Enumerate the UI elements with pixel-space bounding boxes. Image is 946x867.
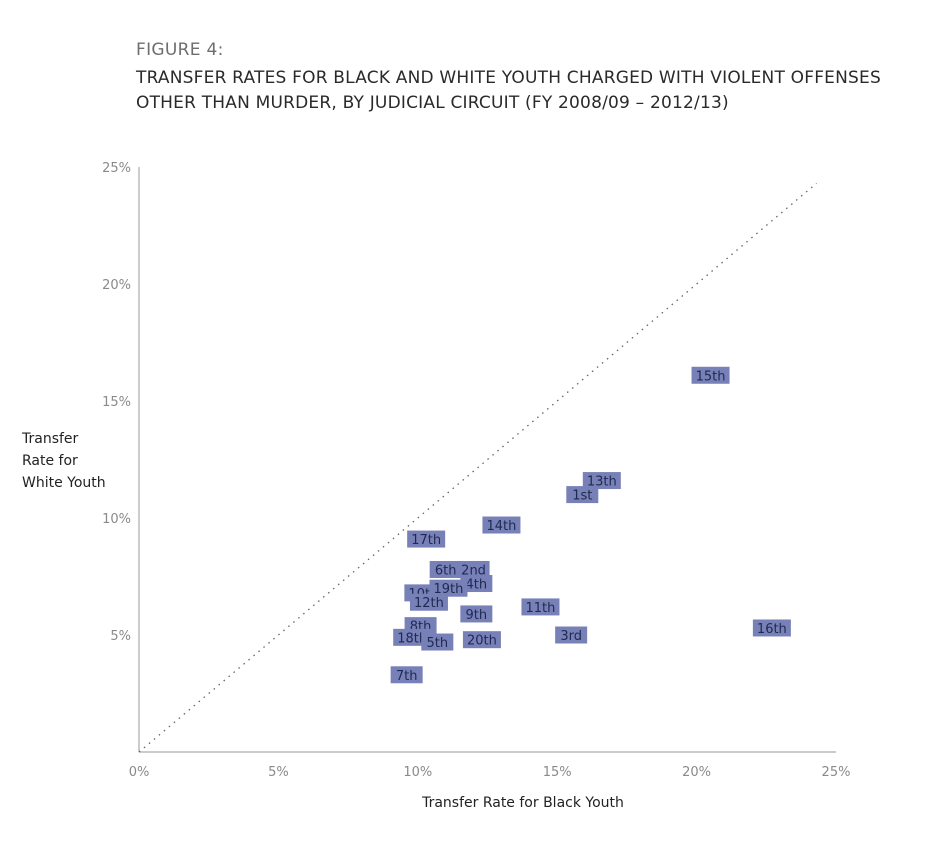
x-tick-label: 10%	[403, 765, 432, 780]
data-point: 15th	[691, 366, 730, 384]
data-point-label: 6th	[435, 563, 457, 578]
data-point-marker	[421, 633, 454, 651]
axis-ticks: 0% 5% 10% 15% 20% 25% 5% 10% 15% 20% 25%	[102, 161, 850, 780]
data-point-label: 5th	[427, 636, 449, 651]
data-point-marker	[752, 619, 791, 637]
data-point: 17th	[407, 530, 446, 548]
x-axis-label: Transfer Rate for Black Youth	[422, 795, 624, 811]
data-point-marker	[521, 598, 560, 616]
data-point-label: 3rd	[560, 629, 582, 644]
data-point-marker	[460, 575, 493, 593]
data-point-label: 9th	[466, 608, 488, 623]
data-point-label: 16th	[757, 622, 787, 637]
data-point-marker	[457, 560, 490, 578]
data-point-label: 13th	[587, 475, 617, 490]
data-point-label: 19th	[434, 582, 464, 597]
data-point-label: 14th	[486, 519, 516, 534]
data-point-label: 20th	[467, 634, 497, 649]
data-point: 9th	[460, 605, 493, 623]
data-point: 2nd	[457, 560, 490, 578]
data-point: 1st	[566, 486, 599, 504]
figure-label: FIGURE 4:	[136, 40, 224, 60]
x-tick-label: 0%	[129, 765, 150, 780]
x-tick-label: 25%	[822, 765, 851, 780]
data-point-marker	[407, 530, 446, 548]
data-point-marker	[429, 560, 462, 578]
data-point-marker	[462, 631, 501, 649]
equality-reference-line	[138, 182, 817, 753]
data-point: 20th	[462, 631, 501, 649]
data-point-label: 18th	[397, 631, 427, 646]
data-point-marker	[482, 516, 521, 534]
chart-title-line-2: OTHER THAN MURDER, BY JUDICIAL CIRCUIT (…	[136, 93, 729, 113]
data-point: 19th	[429, 579, 468, 597]
data-point-marker	[460, 605, 493, 623]
y-tick-label: 25%	[102, 161, 131, 176]
x-tick-label: 15%	[543, 765, 572, 780]
data-point-label: 15th	[696, 369, 726, 384]
data-point-marker	[582, 472, 621, 490]
chart-title: TRANSFER RATES FOR BLACK AND WHITE YOUTH…	[136, 66, 936, 116]
data-point-marker	[691, 366, 730, 384]
data-point: 5th	[421, 633, 454, 651]
y-tick-label: 10%	[102, 512, 131, 527]
y-tick-label: 5%	[110, 629, 131, 644]
y-tick-label: 15%	[102, 395, 131, 410]
data-point-label: 2nd	[461, 563, 486, 578]
y-axis-label: Transfer Rate for White Youth	[22, 428, 132, 494]
data-point-marker	[409, 593, 448, 611]
data-points: 15th13th1st14th17th6th2nd4th10th19th12th…	[390, 366, 791, 684]
data-point: 14th	[482, 516, 521, 534]
x-tick-label: 20%	[682, 765, 711, 780]
data-point-label: 12th	[414, 596, 444, 611]
data-point-marker	[566, 486, 599, 504]
data-point: 12th	[409, 593, 448, 611]
y-axis-label-line-2: Rate for	[22, 453, 78, 469]
data-point: 7th	[390, 666, 423, 684]
y-axis-label-line-3: White Youth	[22, 475, 106, 491]
data-point-marker	[555, 626, 588, 644]
data-point-label: 4th	[466, 578, 488, 593]
data-point: 4th	[460, 575, 493, 593]
data-point-label: 1st	[572, 489, 592, 504]
data-point: 6th	[429, 560, 462, 578]
data-point: 13th	[582, 472, 621, 490]
y-axis-label-line-1: Transfer	[22, 431, 79, 447]
x-tick-label: 5%	[268, 765, 289, 780]
data-point-marker	[390, 666, 423, 684]
data-point: 3rd	[555, 626, 588, 644]
chart-title-line-1: TRANSFER RATES FOR BLACK AND WHITE YOUTH…	[136, 68, 881, 88]
y-tick-label: 20%	[102, 278, 131, 293]
data-point-marker	[429, 579, 468, 597]
data-point: 11th	[521, 598, 560, 616]
data-point-label: 17th	[411, 533, 441, 548]
data-point: 16th	[752, 619, 791, 637]
data-point-label: 11th	[526, 601, 556, 616]
data-point-label: 7th	[396, 669, 418, 684]
